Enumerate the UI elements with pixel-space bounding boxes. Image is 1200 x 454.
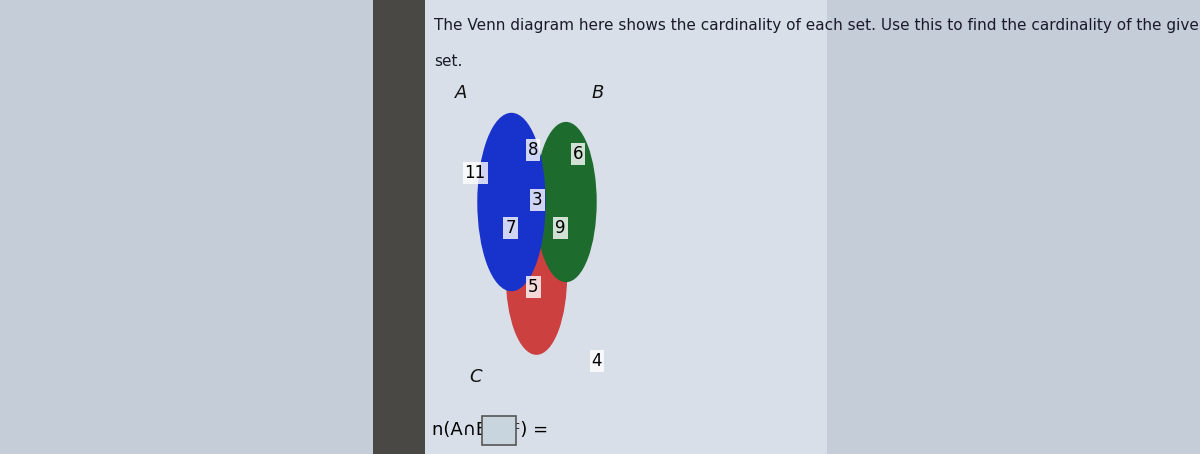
FancyBboxPatch shape (425, 0, 827, 454)
Text: set.: set. (434, 54, 463, 69)
Ellipse shape (506, 195, 566, 354)
Text: 6: 6 (572, 145, 583, 163)
Text: 11: 11 (464, 163, 486, 182)
Text: 9: 9 (556, 219, 565, 237)
Ellipse shape (478, 114, 545, 291)
Text: 8: 8 (528, 141, 538, 159)
Text: The Venn diagram here shows the cardinality of each set. Use this to find the ca: The Venn diagram here shows the cardinal… (434, 18, 1200, 33)
Text: 5: 5 (528, 278, 539, 296)
Text: B: B (592, 84, 604, 102)
Text: C: C (469, 368, 481, 386)
Text: 4: 4 (592, 352, 602, 370)
Ellipse shape (536, 123, 596, 281)
Text: 7: 7 (505, 219, 516, 237)
FancyBboxPatch shape (373, 0, 425, 454)
FancyBboxPatch shape (482, 416, 516, 445)
Text: A: A (455, 84, 468, 102)
Text: n(A∩B∩Cᶜ) =: n(A∩B∩Cᶜ) = (432, 421, 548, 439)
Text: 3: 3 (532, 191, 542, 209)
